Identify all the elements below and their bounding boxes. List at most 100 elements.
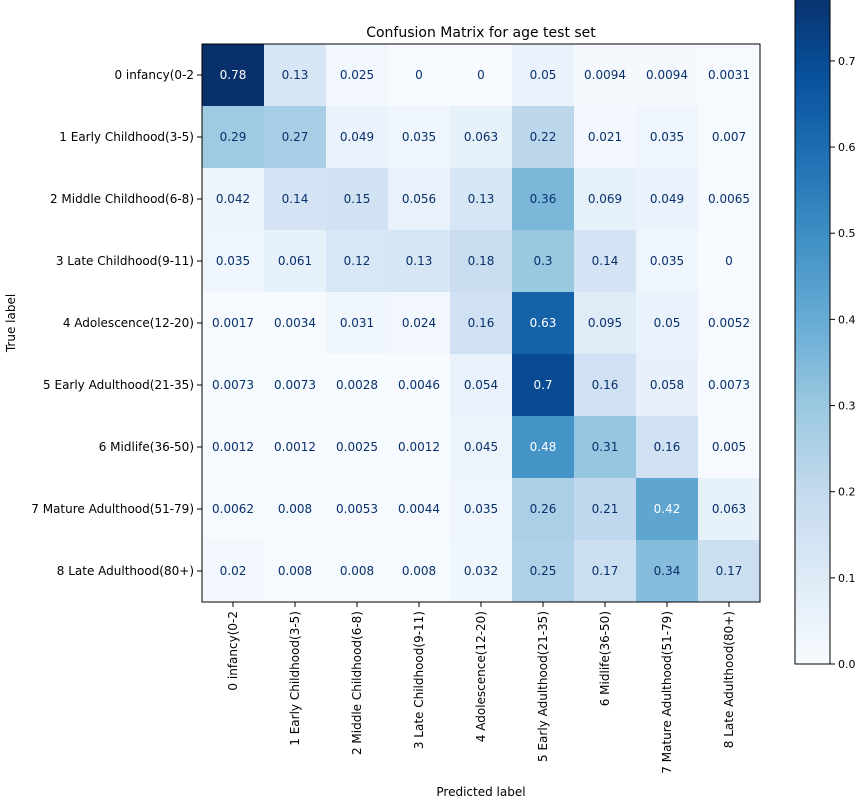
cell-value-label: 0.48 <box>530 440 557 454</box>
y-tick-label: 5 Early Adulthood(21-35) <box>43 378 194 392</box>
heatmap-cell <box>388 478 450 540</box>
cell-value-label: 0.008 <box>278 502 312 516</box>
y-axis-ticks: 0 infancy(0-2 1 Early Childhood(3-5) 2 Mid… <box>31 68 202 578</box>
cell-value-label: 0.0073 <box>274 378 316 392</box>
heatmap-cell <box>264 354 326 416</box>
heatmap-cell <box>388 230 450 292</box>
heatmap-cell <box>636 292 698 354</box>
cell-value-label: 0.007 <box>712 130 746 144</box>
x-tick-label: 8 Late Adulthood(80+) <box>722 611 736 748</box>
cell-value-label: 0.035 <box>402 130 436 144</box>
chart-title: Confusion Matrix for age test set <box>366 25 596 41</box>
heatmap-cell <box>512 292 574 354</box>
heatmap-cell <box>698 168 760 230</box>
heatmap-cell <box>264 44 326 106</box>
heatmap-cell <box>636 416 698 478</box>
cell-value-label: 0.16 <box>654 440 681 454</box>
heatmap-cell <box>388 168 450 230</box>
heatmap-cell <box>388 540 450 602</box>
heatmap-cell <box>326 168 388 230</box>
cell-value-label: 0.031 <box>340 316 374 330</box>
heatmap-cell <box>264 106 326 168</box>
cell-value-label: 0.008 <box>402 564 436 578</box>
cell-value-label: 0.0031 <box>708 68 750 82</box>
cell-value-label: 0.0065 <box>708 192 750 206</box>
cell-value-label: 0.0025 <box>336 440 378 454</box>
heatmap-cell <box>512 354 574 416</box>
colorbar-tick-label: 0.0 <box>838 658 856 671</box>
heatmap-cell <box>202 106 264 168</box>
cell-value-label: 0.0017 <box>212 316 254 330</box>
y-tick-label: 0 infancy(0-2 <box>114 68 194 82</box>
cell-value-label: 0.035 <box>464 502 498 516</box>
cell-value-label: 0.0094 <box>584 68 626 82</box>
y-tick-label: 8 Late Adulthood(80+) <box>57 564 194 578</box>
cell-value-label: 0.36 <box>530 192 557 206</box>
heatmap-cell <box>326 416 388 478</box>
x-tick-label: 6 Midlife(36-50) <box>598 611 612 706</box>
cell-value-label: 0.061 <box>278 254 312 268</box>
heatmap-cell <box>326 106 388 168</box>
cell-value-label: 0.78 <box>220 68 247 82</box>
cell-value-label: 0.0046 <box>398 378 440 392</box>
heatmap-cell <box>636 106 698 168</box>
cell-value-label: 0.42 <box>654 502 681 516</box>
heatmap-cell <box>574 354 636 416</box>
heatmap-cell <box>202 168 264 230</box>
cell-value-label: 0.032 <box>464 564 498 578</box>
heatmap-cell <box>202 540 264 602</box>
cell-value-label: 0.021 <box>588 130 622 144</box>
heatmap-cell <box>574 540 636 602</box>
cell-value-label: 0.063 <box>464 130 498 144</box>
x-tick-label: 4 Adolescence(12-20) <box>474 611 488 742</box>
cell-value-label: 0.13 <box>406 254 433 268</box>
heatmap-cell <box>574 230 636 292</box>
cell-value-label: 0.15 <box>344 192 371 206</box>
heatmap-cell <box>698 354 760 416</box>
heatmap-cell <box>450 540 512 602</box>
heatmap-cell <box>202 416 264 478</box>
heatmap-cell <box>264 416 326 478</box>
heatmap-cell <box>698 292 760 354</box>
heatmap-cell <box>388 354 450 416</box>
heatmap-cell <box>512 230 574 292</box>
heatmap-cell <box>574 292 636 354</box>
cell-value-label: 0 <box>477 68 485 82</box>
heatmap-cell <box>574 416 636 478</box>
x-tick-label: 0 infancy(0-2 <box>226 611 240 691</box>
heatmap-cell <box>264 540 326 602</box>
cell-value-label: 0.005 <box>712 440 746 454</box>
heatmap-cell <box>450 416 512 478</box>
cell-value-label: 0 <box>415 68 423 82</box>
cell-value-label: 0.0012 <box>212 440 254 454</box>
y-tick-label: 7 Mature Adulthood(51-79) <box>31 502 194 516</box>
colorbar-tick-label: 0.5 <box>838 227 856 240</box>
cell-value-label: 0.14 <box>592 254 619 268</box>
heatmap-cell <box>636 44 698 106</box>
heatmap-cell <box>574 44 636 106</box>
x-tick-label: 1 Early Childhood(3-5) <box>288 611 302 746</box>
cell-value-label: 0.18 <box>468 254 495 268</box>
heatmap-cell <box>388 416 450 478</box>
heatmap-cell <box>450 44 512 106</box>
y-tick-label: 1 Early Childhood(3-5) <box>59 130 194 144</box>
cell-value-label: 0.0028 <box>336 378 378 392</box>
heatmap-cell <box>574 478 636 540</box>
heatmap-cell <box>202 292 264 354</box>
colorbar-tick-label: 0.2 <box>838 486 856 499</box>
heatmap-cell <box>636 230 698 292</box>
colorbar-ticks: 0.0 0.1 0.2 0.3 0.4 0.5 0.6 0.7 <box>830 55 856 671</box>
cell-value-label: 0.27 <box>282 130 309 144</box>
heatmap-cell <box>264 168 326 230</box>
cell-value-label: 0.21 <box>592 502 619 516</box>
heatmap-cell <box>264 230 326 292</box>
cell-value-label: 0.056 <box>402 192 436 206</box>
cell-value-label: 0 <box>725 254 733 268</box>
cell-value-label: 0.042 <box>216 192 250 206</box>
cell-value-label: 0.29 <box>220 130 247 144</box>
cell-value-label: 0.63 <box>530 316 557 330</box>
heatmap-cell <box>450 106 512 168</box>
heatmap-cell <box>512 106 574 168</box>
cell-value-label: 0.05 <box>530 68 557 82</box>
